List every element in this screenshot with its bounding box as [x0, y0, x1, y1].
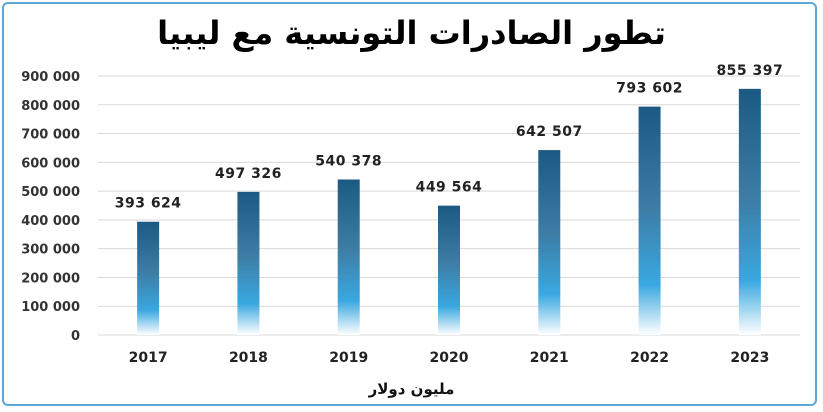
x-axis-label: مليون دولار: [368, 380, 455, 398]
data-labels: 393 624 497 326 540 378 449 564 642 507 793 6…: [115, 63, 783, 212]
x-axis-ticks: 2017 2018 2019 2020 2021 2022 2023: [129, 350, 770, 366]
chart-frame: [2, 2, 817, 406]
bar-2021: [538, 150, 561, 335]
y-tick-label: 700 000: [21, 128, 80, 143]
data-label-2019: 540 378: [315, 153, 382, 169]
data-label-2022: 793 602: [616, 81, 683, 97]
y-tick-label: 300 000: [21, 243, 80, 258]
x-tick-label-2021: 2021: [530, 350, 569, 366]
x-tick-label-2022: 2022: [630, 350, 669, 366]
x-tick-label-2020: 2020: [430, 350, 469, 366]
data-label-2020: 449 564: [416, 180, 483, 196]
chart-title: تطور الصادرات التونسية مع ليبيا: [157, 14, 666, 52]
x-tick-label-2017: 2017: [129, 350, 168, 366]
bar-2023: [738, 88, 761, 335]
bar-2017: [137, 221, 160, 335]
y-tick-label: 200 000: [21, 271, 80, 286]
y-tick-label: 100 000: [21, 300, 80, 315]
y-tick-label: 0: [71, 329, 80, 344]
data-label-2023: 855 397: [716, 63, 783, 79]
data-label-2021: 642 507: [516, 124, 583, 140]
bar-2022: [638, 106, 661, 335]
bar-2019: [337, 179, 360, 335]
x-tick-label-2018: 2018: [229, 350, 268, 366]
x-tick-label-2023: 2023: [730, 350, 769, 366]
bars: [137, 88, 761, 335]
data-label-2017: 393 624: [115, 196, 182, 212]
y-tick-label: 900 000: [21, 70, 80, 85]
x-tick-label-2019: 2019: [329, 350, 368, 366]
bar-2018: [237, 191, 260, 335]
y-tick-label: 400 000: [21, 214, 80, 229]
bar-2020: [438, 205, 460, 335]
y-tick-label: 500 000: [21, 185, 80, 200]
y-tick-label: 800 000: [21, 99, 80, 114]
y-axis-ticks: 0 100 000 200 000 300 000 400 000 500 000 600 …: [21, 70, 80, 344]
y-tick-label: 600 000: [21, 156, 80, 171]
data-label-2018: 497 326: [215, 166, 282, 182]
